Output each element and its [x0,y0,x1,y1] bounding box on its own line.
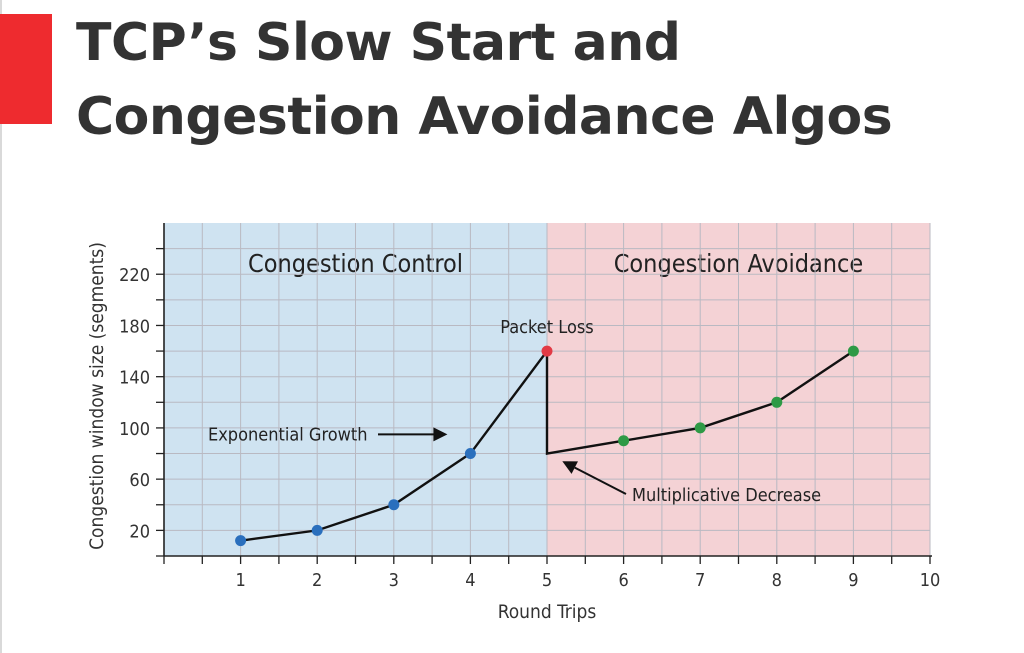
x-tick-label: 10 [920,570,941,591]
data-point-series-1 [311,524,323,536]
y-tick-label: 20 [129,521,150,542]
y-axis-label: Congestion window size (segments) [86,242,108,550]
arrow-exponential-growth-head [433,427,448,442]
annotation-exponential-growth: Exponential Growth [208,424,367,445]
data-point-series-1 [464,448,476,460]
data-point-series-3 [618,435,630,447]
y-tick-label: 140 [119,368,150,389]
annotation-multiplicative-decrease: Multiplicative Decrease [632,485,821,506]
series-line [240,347,855,542]
x-tick-label: 7 [695,570,705,591]
data-point-series-3 [694,422,706,434]
y-tick-label: 220 [119,265,150,286]
arrow-multiplicative-decrease-shaft [574,466,627,495]
data-point-series-3 [771,396,783,408]
data-point-series-1 [235,535,247,547]
x-tick-label: 5 [542,570,552,591]
left-edge-line [0,0,2,653]
data-point-series-3 [847,345,859,357]
x-tick-label: 3 [389,570,399,591]
x-tick-label: 2 [312,570,322,591]
data-point-series-1 [388,499,400,511]
x-tick-label: 9 [848,570,858,591]
y-tick-label: 180 [119,316,150,337]
x-tick-label: 4 [465,570,475,591]
annotation-packet-loss: Packet Loss [500,317,593,338]
data-point-series-2 [541,345,553,357]
x-tick-label: 1 [235,570,245,591]
y-tick-label: 60 [129,470,150,491]
x-tick-label: 8 [772,570,782,591]
title-line-2: Congestion Avoidance Algos [76,87,893,147]
title-line-1: TCP’s Slow Start and [76,13,681,73]
x-tick-label: 6 [618,570,628,591]
y-tick-label: 100 [119,419,150,440]
x-axis-label: Round Trips [498,601,597,623]
arrow-multiplicative-decrease-head [562,461,578,474]
title-accent-bar [0,14,52,124]
slide-title: TCP’s Slow Start and Congestion Avoidanc… [76,6,1006,154]
